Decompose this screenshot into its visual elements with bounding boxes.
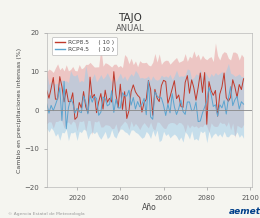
X-axis label: Año: Año bbox=[142, 203, 157, 211]
Text: ANUAL: ANUAL bbox=[116, 24, 144, 33]
Text: TAJO: TAJO bbox=[118, 13, 142, 23]
Legend: RCP8.5     ( 10 ), RCP4.5     ( 10 ): RCP8.5 ( 10 ), RCP4.5 ( 10 ) bbox=[52, 37, 116, 55]
Text: © Agencia Estatal de Meteorología: © Agencia Estatal de Meteorología bbox=[8, 212, 85, 216]
Y-axis label: Cambio en precipitaciones intensas (%): Cambio en precipitaciones intensas (%) bbox=[16, 48, 22, 173]
Text: aemet: aemet bbox=[229, 207, 260, 216]
